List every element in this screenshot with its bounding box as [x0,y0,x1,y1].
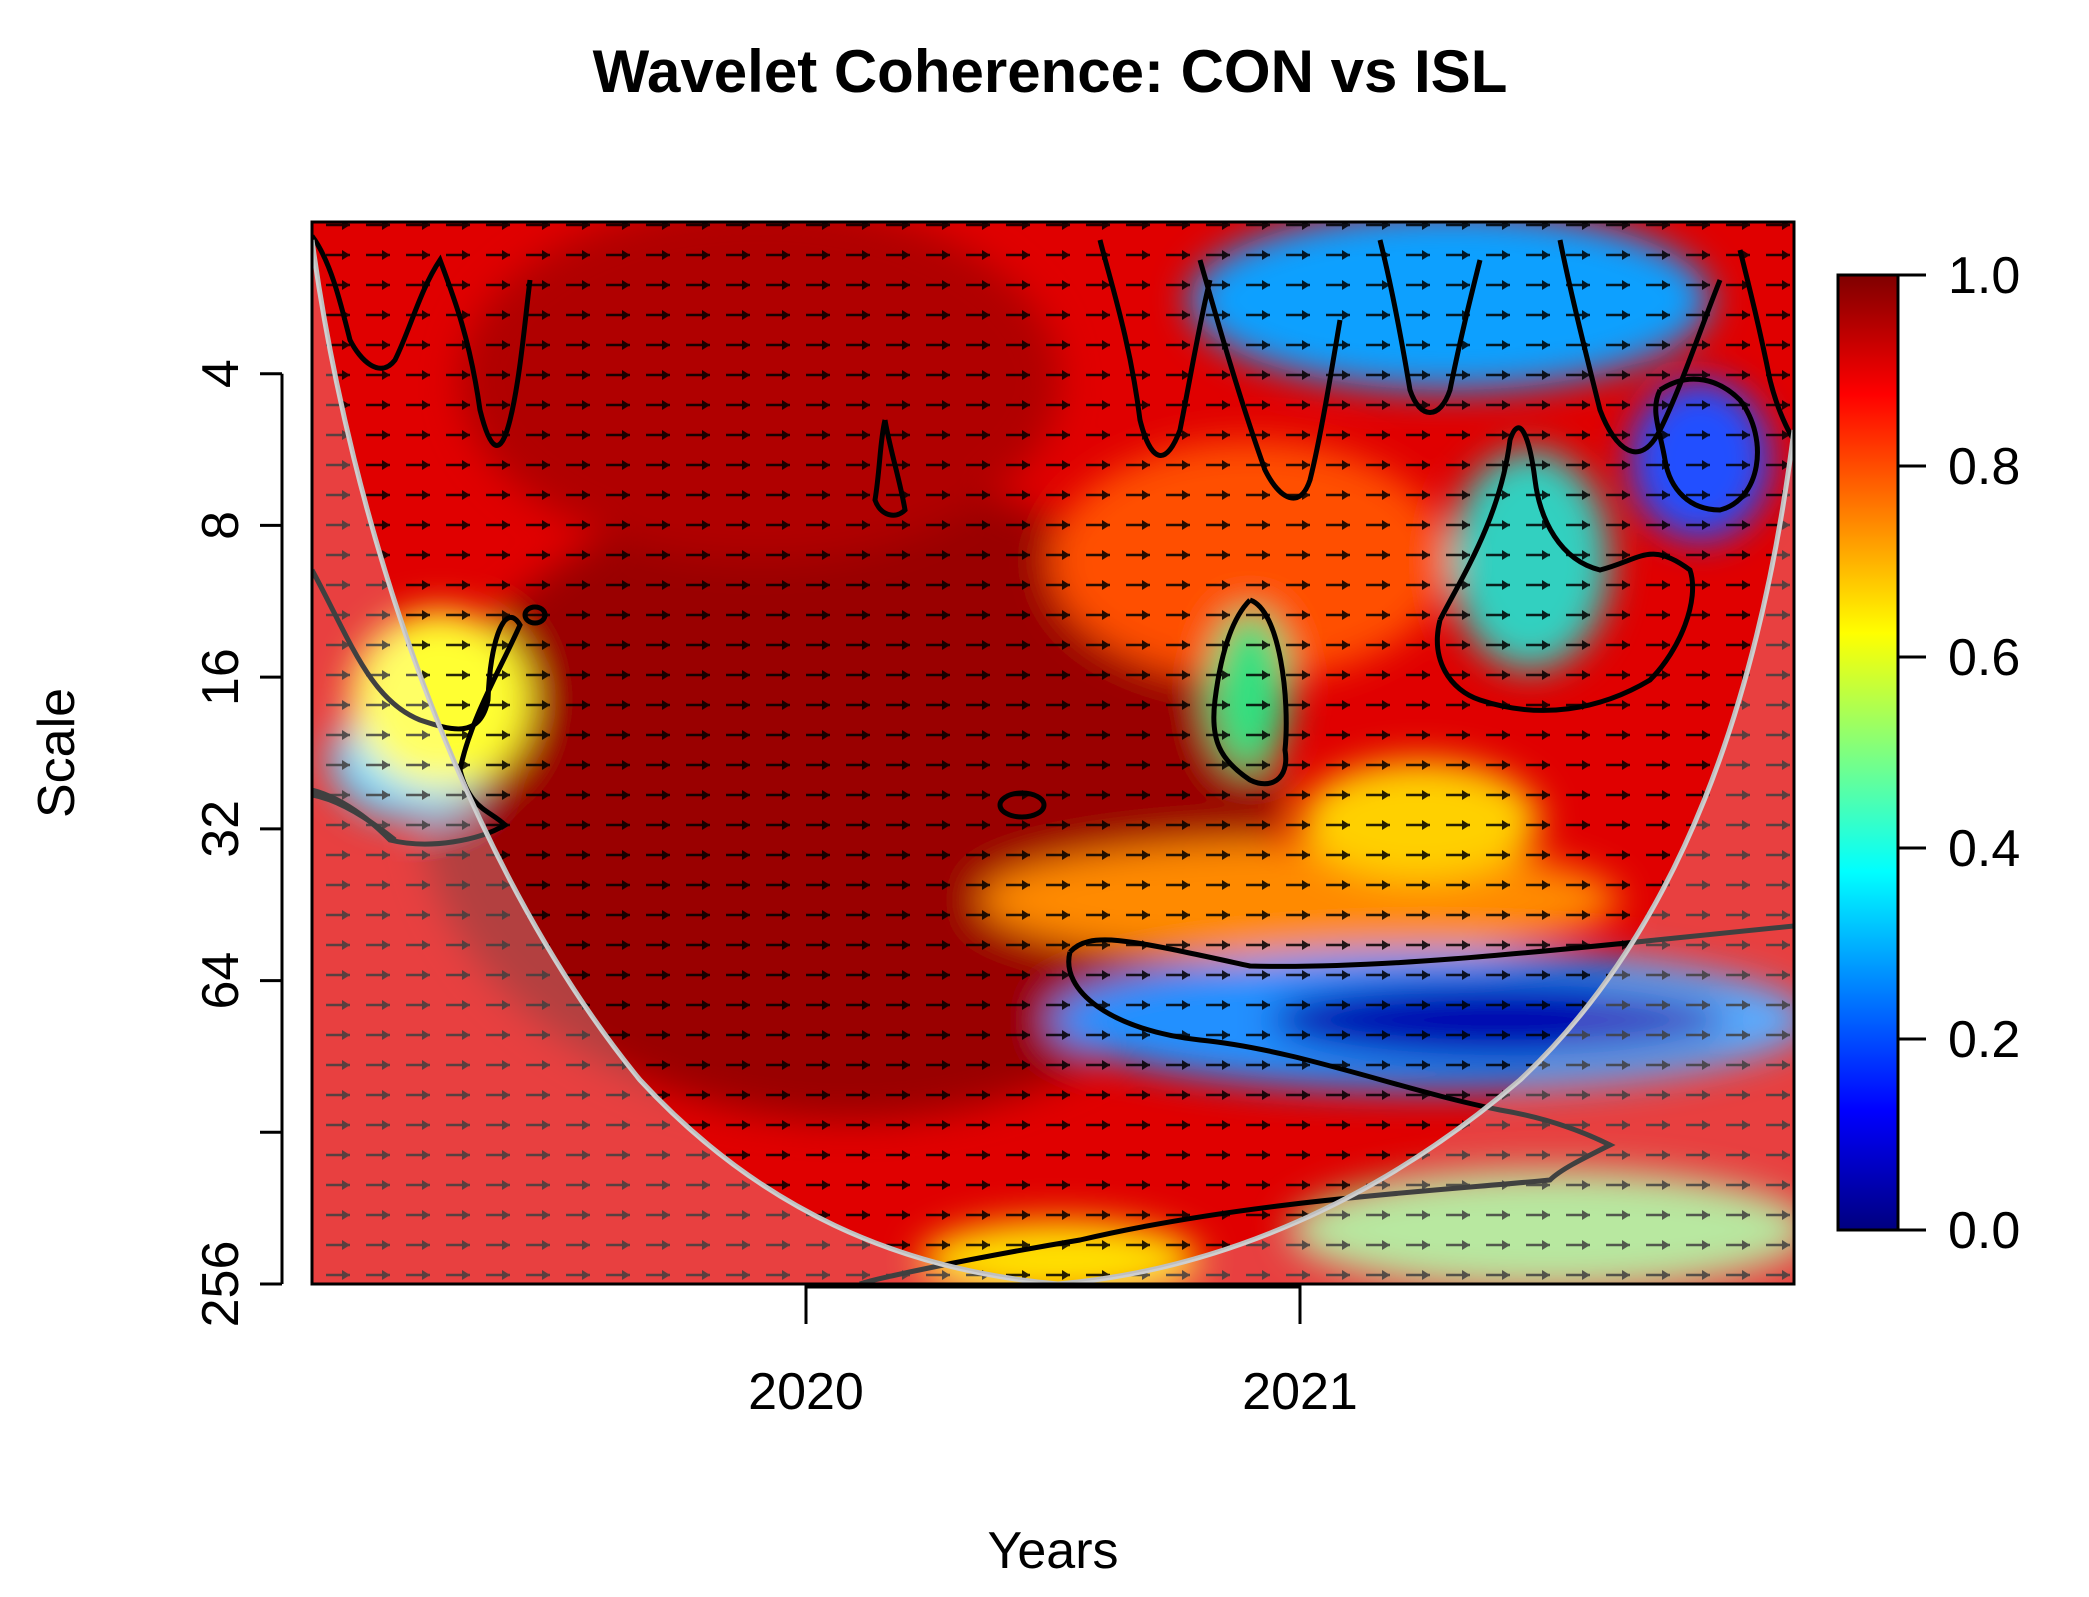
contour-tiny-circle [522,604,548,626]
y-tick-label: 8 [192,511,250,540]
colorbar-tick-label: 0.8 [1948,438,2020,496]
colorbar [1836,273,1900,1232]
colorbar-tick-label: 0.4 [1948,820,2020,878]
y-tick-label: 4 [192,359,250,388]
chart-title: Wavelet Coherence: CON vs ISL [593,38,1508,105]
colorbar-tick-label: 0.0 [1948,1202,2020,1260]
contour-island [1211,597,1289,787]
colorbar-tick-label: 0.2 [1948,1011,2020,1069]
y-tick-label: 16 [192,648,250,706]
colorbar-tick-label: 1.0 [1948,247,2020,305]
contour-right-a [1434,425,1696,713]
y-axis: 4 8 16 32 64 256 [192,359,284,1328]
arrow-field [312,222,1794,1284]
x-axis-label: Years [987,1522,1118,1580]
x-axis: 2020 2021 [748,1284,1358,1421]
y-tick-label: 256 [192,1241,250,1328]
contour-mid-upper [872,419,908,518]
plot-frame [310,220,1796,1286]
y-tick-label: 32 [192,800,250,858]
contour-low-band [859,923,1794,1284]
cone-shade-right [1058,430,1794,1284]
y-tick-label: 64 [192,952,250,1010]
significance-contours [312,234,1794,1284]
cone-shade-left [312,240,1058,1284]
x-tick-label: 2020 [748,1363,864,1421]
contour-right-b [1653,376,1760,513]
contour-left-patch [312,568,523,847]
colorbar-axis: 0.0 0.2 0.4 0.6 0.8 1.0 [1898,247,2020,1260]
plot-area [312,222,1794,1284]
y-axis-label: Scale [28,688,86,818]
colorbar-tick-label: 0.6 [1948,629,2020,687]
x-tick-label: 2021 [1242,1363,1358,1421]
contour-left-bottom [312,792,397,842]
contour-top-spikes [312,234,1794,501]
contour-small-circle [997,790,1047,820]
